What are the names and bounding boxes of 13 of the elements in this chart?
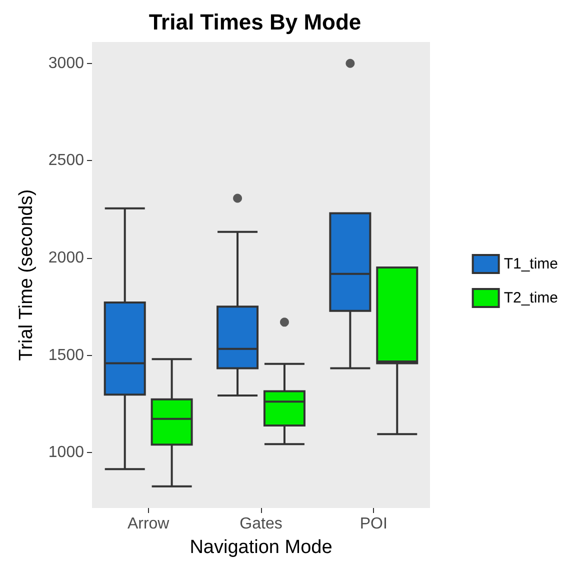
x-tick-label: Arrow [127,516,170,532]
y-axis-title: Trial Time (seconds) [16,189,37,361]
y-tick-label: 1000 [48,444,84,462]
legend-label: T1_time [504,256,558,272]
y-tick-label: 2000 [48,249,84,266]
y-tick-label: 1500 [48,346,84,364]
x-axis-title: Navigation Mode [190,537,332,558]
x-tick-label: POI [360,516,388,532]
legend-label: T2_time [504,290,558,306]
y-tick-label: 2500 [48,152,84,170]
chart-title: Trial Times By Mode [148,10,362,34]
y-tick-label: 3000 [48,54,84,72]
x-tick-label: Gates [240,516,282,532]
